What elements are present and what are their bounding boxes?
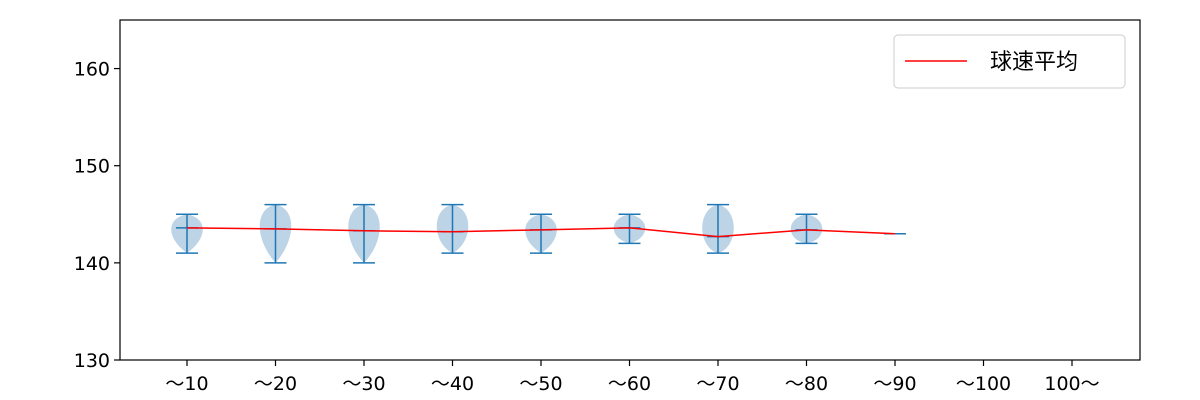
legend: 球速平均	[893, 34, 1126, 89]
y-tick-label: 160	[74, 59, 110, 81]
y-tick-label: 130	[74, 350, 110, 372]
x-tick-label: 〜30	[342, 373, 385, 395]
x-tick-label: 〜40	[431, 373, 474, 395]
legend-box	[893, 34, 1126, 89]
x-axis: 〜10 〜20 〜30 〜40 〜50 〜60 〜70 〜80 〜90 〜100 100〜	[165, 360, 1100, 395]
x-tick-label: 〜80	[785, 373, 828, 395]
x-tick-label: 〜90	[873, 373, 916, 395]
x-tick-label: 〜50	[519, 373, 562, 395]
x-tick-label: 〜10	[165, 373, 208, 395]
x-tick-label: 〜100	[956, 373, 1011, 395]
y-tick-label: 140	[74, 253, 110, 275]
violin-group	[171, 203, 906, 264]
x-tick-label: 100〜	[1044, 373, 1099, 395]
y-tick-label: 150	[74, 156, 110, 178]
legend-label: 球速平均	[990, 50, 1078, 75]
x-tick-label: 〜20	[254, 373, 297, 395]
y-axis: 130 140 150 160	[74, 59, 120, 372]
x-tick-label: 〜60	[608, 373, 651, 395]
violin	[436, 203, 469, 254]
violin	[702, 203, 734, 254]
violin	[348, 203, 380, 264]
x-tick-label: 〜70	[696, 373, 739, 395]
mean-speed-line	[186, 227, 896, 238]
